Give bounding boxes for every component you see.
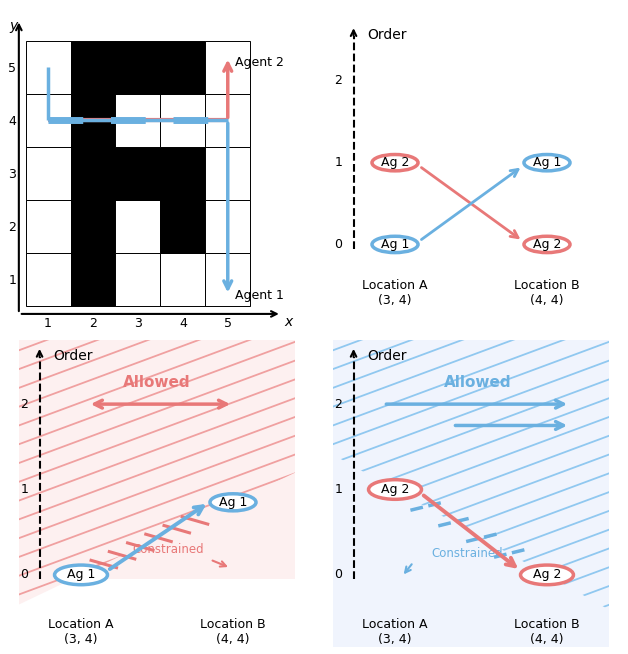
Text: Location B
(4, 4): Location B (4, 4) — [514, 617, 580, 645]
Bar — [70, 147, 116, 200]
Text: Order: Order — [367, 28, 407, 42]
Text: 1: 1 — [20, 483, 28, 496]
Bar — [160, 147, 205, 200]
Circle shape — [372, 154, 418, 171]
Bar — [26, 94, 70, 147]
Text: Constrained: Constrained — [133, 543, 204, 556]
Text: Agent 2: Agent 2 — [234, 56, 283, 69]
Text: Ag 2: Ag 2 — [533, 238, 561, 251]
Text: B: B — [178, 152, 188, 167]
Bar — [70, 200, 116, 253]
Bar — [205, 253, 250, 306]
Text: Order: Order — [367, 349, 407, 362]
Bar — [205, 41, 250, 94]
Text: Location A
(3, 4): Location A (3, 4) — [362, 617, 428, 645]
Bar — [160, 41, 205, 94]
Text: 0: 0 — [334, 238, 342, 251]
Text: A: A — [133, 152, 143, 167]
Bar — [160, 94, 205, 147]
Bar — [70, 94, 116, 147]
Polygon shape — [19, 340, 295, 604]
Text: Ag 2: Ag 2 — [533, 568, 561, 581]
Bar — [26, 147, 70, 200]
Bar — [26, 41, 70, 94]
Text: 1: 1 — [334, 483, 342, 496]
Text: y: y — [9, 18, 18, 33]
Text: Allowed: Allowed — [123, 375, 191, 390]
Bar — [205, 94, 250, 147]
Bar — [205, 147, 250, 200]
Bar — [116, 94, 160, 147]
Circle shape — [521, 565, 573, 585]
Text: 2: 2 — [334, 398, 342, 411]
Bar — [160, 253, 205, 306]
Text: Location A
(3, 4): Location A (3, 4) — [362, 279, 428, 307]
Text: Location A
(3, 4): Location A (3, 4) — [48, 617, 114, 645]
Polygon shape — [333, 340, 609, 610]
Bar — [160, 200, 205, 253]
Text: Allowed: Allowed — [444, 375, 512, 390]
Text: Ag 1: Ag 1 — [533, 156, 561, 169]
Bar — [70, 41, 116, 94]
Bar — [26, 253, 70, 306]
Text: Location B
(4, 4): Location B (4, 4) — [200, 617, 266, 645]
Circle shape — [524, 236, 570, 252]
Bar — [116, 147, 160, 200]
Bar — [116, 200, 160, 253]
Text: 0: 0 — [334, 568, 342, 581]
Text: Constrained: Constrained — [432, 547, 504, 560]
Circle shape — [369, 479, 421, 499]
Text: Ag 2: Ag 2 — [381, 483, 409, 496]
Bar — [116, 253, 160, 306]
Text: Ag 2: Ag 2 — [381, 156, 409, 169]
Text: 2: 2 — [20, 398, 28, 411]
Bar — [19, 340, 295, 579]
Circle shape — [372, 236, 418, 252]
Bar — [70, 253, 116, 306]
Text: 1: 1 — [334, 156, 342, 169]
Bar — [26, 200, 70, 253]
Text: 0: 0 — [20, 568, 28, 581]
Text: Ag 1: Ag 1 — [67, 568, 95, 581]
Text: Ag 1: Ag 1 — [219, 496, 247, 509]
Text: 2: 2 — [334, 75, 342, 88]
Text: Location B
(4, 4): Location B (4, 4) — [514, 279, 580, 307]
Text: Order: Order — [53, 349, 93, 362]
Circle shape — [55, 565, 107, 585]
Circle shape — [524, 154, 570, 171]
Bar — [205, 200, 250, 253]
Bar — [116, 41, 160, 94]
Circle shape — [210, 494, 256, 511]
Text: x: x — [284, 315, 292, 329]
Text: Ag 1: Ag 1 — [381, 238, 409, 251]
Text: Agent 1: Agent 1 — [234, 289, 283, 302]
